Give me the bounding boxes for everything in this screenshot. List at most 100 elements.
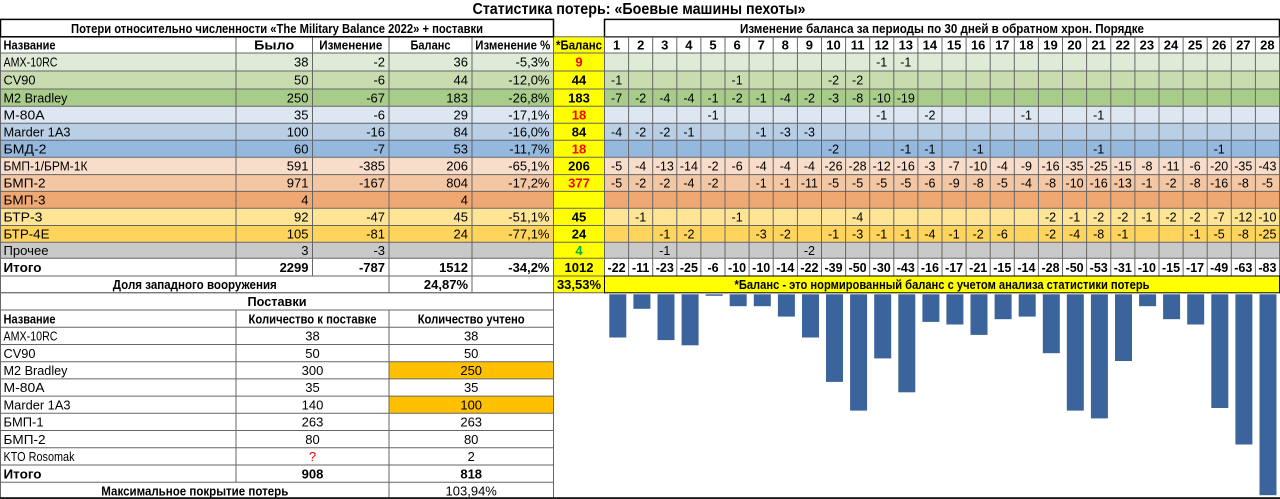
svg-text:-1: -1 bbox=[659, 228, 670, 242]
svg-text:-167: -167 bbox=[359, 176, 385, 191]
svg-text:-10: -10 bbox=[1138, 261, 1156, 275]
svg-text:-2: -2 bbox=[1093, 211, 1104, 225]
svg-text:-8: -8 bbox=[1093, 228, 1104, 242]
svg-text:28: 28 bbox=[1260, 38, 1274, 53]
svg-text:-2: -2 bbox=[635, 125, 646, 139]
svg-text:-2: -2 bbox=[780, 228, 791, 242]
svg-text:1012: 1012 bbox=[565, 260, 594, 275]
svg-text:-2: -2 bbox=[804, 244, 815, 258]
svg-text:-28: -28 bbox=[1041, 261, 1059, 275]
svg-text:-4: -4 bbox=[780, 160, 791, 174]
svg-text:-10: -10 bbox=[873, 91, 891, 105]
svg-text:-16: -16 bbox=[1041, 160, 1059, 174]
svg-text:-3: -3 bbox=[852, 228, 863, 242]
svg-text:-8: -8 bbox=[1238, 228, 1249, 242]
svg-text:*Баланс - это нормированный ба: *Баланс - это нормированный баланс с уче… bbox=[735, 277, 1150, 292]
svg-text:-1: -1 bbox=[1141, 177, 1152, 191]
svg-text:Название: Название bbox=[4, 311, 56, 326]
svg-text:50: 50 bbox=[305, 346, 319, 361]
svg-text:18: 18 bbox=[1019, 38, 1033, 53]
svg-text:-3: -3 bbox=[804, 125, 815, 139]
svg-text:БМП-1: БМП-1 bbox=[4, 415, 44, 430]
svg-text:-50: -50 bbox=[1066, 261, 1084, 275]
svg-text:-1: -1 bbox=[1093, 142, 1104, 156]
svg-text:БТР-3: БТР-3 bbox=[4, 210, 43, 225]
svg-text:-1: -1 bbox=[1117, 228, 1128, 242]
svg-text:-2: -2 bbox=[1190, 211, 1201, 225]
svg-text:-5: -5 bbox=[611, 160, 622, 174]
svg-text:-14: -14 bbox=[680, 160, 698, 174]
svg-text:80: 80 bbox=[305, 432, 319, 447]
svg-text:14: 14 bbox=[923, 38, 938, 53]
svg-text:-1: -1 bbox=[756, 125, 767, 139]
svg-text:Marder 1A3: Marder 1A3 bbox=[4, 397, 71, 412]
svg-text:-1: -1 bbox=[924, 142, 935, 156]
svg-text:-17: -17 bbox=[1186, 261, 1204, 275]
svg-text:-21: -21 bbox=[969, 261, 987, 275]
svg-text:3: 3 bbox=[661, 38, 668, 53]
svg-text:-4: -4 bbox=[611, 125, 622, 139]
svg-text:80: 80 bbox=[464, 432, 478, 447]
svg-text:-1: -1 bbox=[876, 109, 887, 123]
svg-text:-1: -1 bbox=[635, 211, 646, 225]
svg-text:БМП-2: БМП-2 bbox=[4, 432, 46, 447]
svg-text:-16: -16 bbox=[897, 160, 915, 174]
svg-text:-6: -6 bbox=[373, 108, 385, 123]
svg-text:23: 23 bbox=[1140, 38, 1154, 53]
svg-text:-1: -1 bbox=[900, 228, 911, 242]
svg-text:Прочее: Прочее bbox=[4, 243, 49, 258]
svg-text:-77,1%: -77,1% bbox=[508, 227, 550, 242]
svg-text:-1: -1 bbox=[732, 211, 743, 225]
svg-text:-5,3%: -5,3% bbox=[516, 55, 550, 70]
svg-text:-47: -47 bbox=[366, 210, 385, 225]
svg-text:-1: -1 bbox=[756, 177, 767, 191]
svg-text:27: 27 bbox=[1236, 38, 1250, 53]
svg-text:-34,2%: -34,2% bbox=[508, 260, 550, 275]
svg-text:53: 53 bbox=[454, 141, 468, 156]
svg-text:13: 13 bbox=[899, 38, 913, 53]
svg-text:38: 38 bbox=[464, 329, 478, 344]
svg-text:3: 3 bbox=[301, 243, 308, 258]
svg-text:-2: -2 bbox=[1045, 228, 1056, 242]
svg-text:Было: Было bbox=[254, 38, 294, 53]
svg-text:-17,1%: -17,1% bbox=[508, 108, 550, 123]
svg-text:-15: -15 bbox=[993, 261, 1011, 275]
svg-text:-2: -2 bbox=[635, 91, 646, 105]
svg-text:Название: Название bbox=[4, 38, 56, 53]
svg-text:-2: -2 bbox=[852, 74, 863, 88]
svg-text:AMX-10RC: AMX-10RC bbox=[4, 55, 58, 70]
svg-text:-2: -2 bbox=[1165, 211, 1176, 225]
svg-text:17: 17 bbox=[995, 38, 1009, 53]
svg-text:103,94%: 103,94% bbox=[446, 484, 498, 499]
svg-text:-5: -5 bbox=[611, 177, 622, 191]
svg-text:-13: -13 bbox=[656, 160, 674, 174]
svg-text:-8: -8 bbox=[852, 91, 863, 105]
svg-text:-4: -4 bbox=[635, 160, 646, 174]
svg-text:-4: -4 bbox=[659, 91, 670, 105]
svg-text:-1: -1 bbox=[732, 74, 743, 88]
svg-text:-5: -5 bbox=[1262, 177, 1273, 191]
svg-text:24: 24 bbox=[572, 227, 587, 242]
svg-text:M-80A: M-80A bbox=[4, 108, 45, 123]
svg-text:-6: -6 bbox=[997, 228, 1008, 242]
svg-text:-6: -6 bbox=[924, 177, 935, 191]
svg-text:Потери относительно численност: Потери относительно численности «The Mil… bbox=[71, 21, 483, 36]
svg-text:-43: -43 bbox=[897, 261, 915, 275]
svg-text:-1: -1 bbox=[876, 228, 887, 242]
svg-text:-83: -83 bbox=[1258, 261, 1276, 275]
svg-text:-2: -2 bbox=[683, 228, 694, 242]
svg-text:-30: -30 bbox=[873, 261, 891, 275]
svg-text:-3: -3 bbox=[780, 125, 791, 139]
svg-text:-1: -1 bbox=[973, 142, 984, 156]
svg-text:-22: -22 bbox=[608, 261, 626, 275]
svg-text:377: 377 bbox=[568, 176, 590, 191]
svg-text:-11,7%: -11,7% bbox=[509, 141, 550, 156]
svg-text:-1: -1 bbox=[900, 142, 911, 156]
svg-text:100: 100 bbox=[460, 397, 482, 412]
svg-text:8: 8 bbox=[782, 38, 789, 53]
svg-text:6: 6 bbox=[733, 38, 740, 53]
svg-text:-17: -17 bbox=[945, 261, 963, 275]
svg-text:M-80A: M-80A bbox=[4, 380, 45, 395]
svg-text:-8: -8 bbox=[1238, 177, 1249, 191]
svg-text:Изменение: Изменение bbox=[319, 38, 382, 53]
